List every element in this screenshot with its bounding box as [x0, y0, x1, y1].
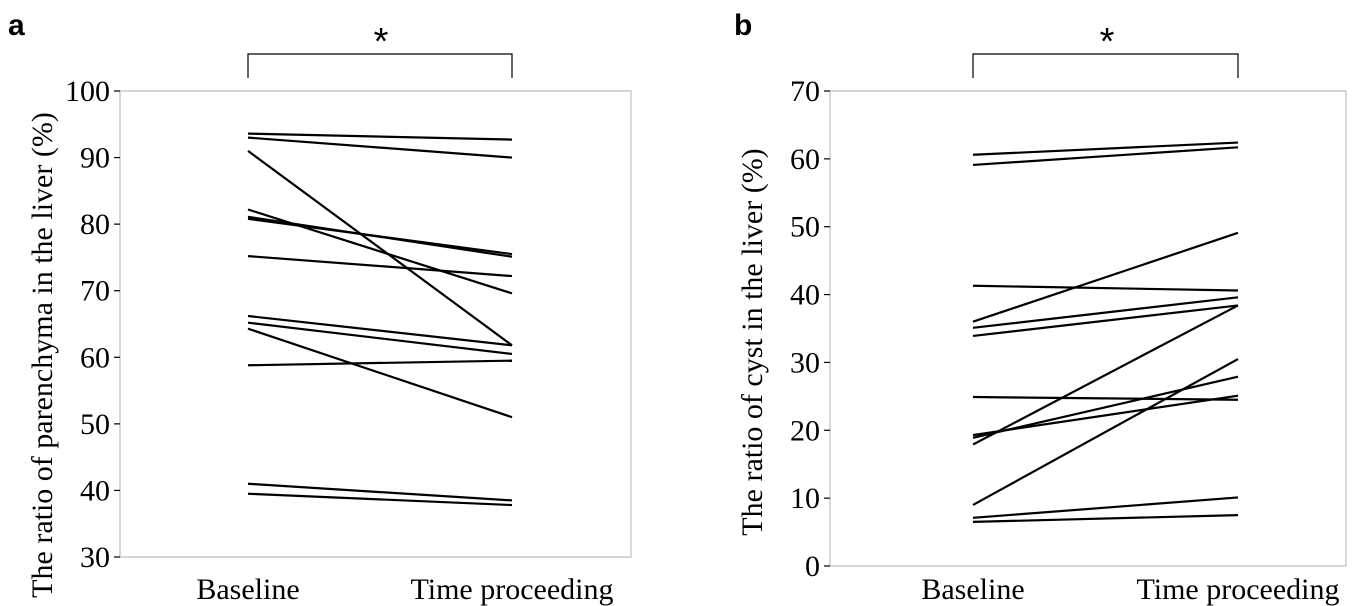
series-line: [247, 359, 513, 367]
y-tick-label: 70: [790, 75, 820, 108]
plot-frame-border: [120, 90, 632, 558]
y-tick-label: 30: [790, 346, 820, 379]
series-line: [972, 284, 1239, 292]
x-tick-label: Baseline: [921, 573, 1024, 606]
panel-a-significance-mark: *: [374, 21, 389, 63]
series-line: [972, 146, 1239, 167]
panel-a-label: a: [8, 9, 25, 42]
panel-b-label: b: [734, 9, 752, 42]
y-tick-label: 50: [80, 408, 110, 441]
x-tick-label: Time proceeding: [410, 573, 613, 606]
series-line: [247, 327, 513, 419]
panel-b-series: [972, 141, 1239, 523]
panel-b: b * 0 10 20 30 40 50 60 70 Baseline Time proceed…: [734, 9, 1347, 606]
series-line: [247, 492, 513, 507]
series-line: [972, 514, 1239, 523]
y-tick-label: 100: [65, 75, 110, 108]
panel-b-significance-mark: *: [1100, 21, 1115, 63]
y-tick-label: 0: [805, 550, 820, 583]
series-line: [247, 482, 513, 502]
series-line: [247, 321, 513, 356]
y-tick-label: 20: [790, 414, 820, 447]
y-tick-label: 10: [790, 482, 820, 515]
panel-a: a * 30 40 50 60 70 80 90 100 Baseline Time proce…: [8, 9, 632, 606]
series-line: [972, 375, 1239, 439]
y-tick-label: 80: [80, 208, 110, 241]
panel-a-series: [247, 132, 513, 507]
x-tick-label: Time proceeding: [1136, 573, 1339, 606]
y-tick-label: 30: [80, 541, 110, 574]
series-line: [972, 496, 1239, 519]
series-line: [972, 141, 1239, 156]
y-tick-label: 50: [790, 211, 820, 244]
y-tick-label: 60: [790, 143, 820, 176]
series-line: [972, 395, 1239, 401]
panel-a-x-axis: Baseline Time proceeding: [196, 573, 613, 606]
significance-bracket-line: [972, 53, 1239, 78]
series-line: [247, 217, 513, 256]
x-tick-label: Baseline: [196, 573, 299, 606]
series-line: [972, 304, 1239, 338]
y-tick-label: 70: [80, 275, 110, 308]
panel-b-y-axis: 0 10 20 30 40 50 60 70: [790, 75, 830, 583]
panel-b-x-axis: Baseline Time proceeding: [921, 573, 1339, 606]
series-line: [972, 358, 1239, 506]
panel-b-plot-frame: [829, 90, 1347, 567]
panel-a-significance-bracket: [247, 53, 513, 78]
series-line: [972, 304, 1239, 446]
series-line: [247, 132, 513, 141]
y-tick-label: 90: [80, 142, 110, 175]
y-tick-label: 60: [80, 341, 110, 374]
series-line: [972, 296, 1239, 329]
panel-a-y-axis: 30 40 50 60 70 80 90 100: [65, 75, 120, 574]
series-line: [247, 255, 513, 278]
series-line: [972, 231, 1239, 323]
y-tick-label: 40: [80, 474, 110, 507]
series-line: [247, 314, 513, 347]
panel-b-significance-bracket: [972, 53, 1239, 78]
panel-a-y-axis-title: The ratio of parenchyma in the liver (%): [26, 112, 59, 598]
panel-a-plot-frame: [119, 90, 632, 558]
panel-b-y-axis-title: The ratio of cyst in the liver (%): [736, 148, 769, 535]
series-line: [247, 136, 513, 159]
significance-bracket-line: [247, 53, 513, 78]
series-line: [247, 150, 513, 347]
plot-frame-border: [830, 90, 1347, 567]
y-tick-label: 40: [790, 279, 820, 312]
